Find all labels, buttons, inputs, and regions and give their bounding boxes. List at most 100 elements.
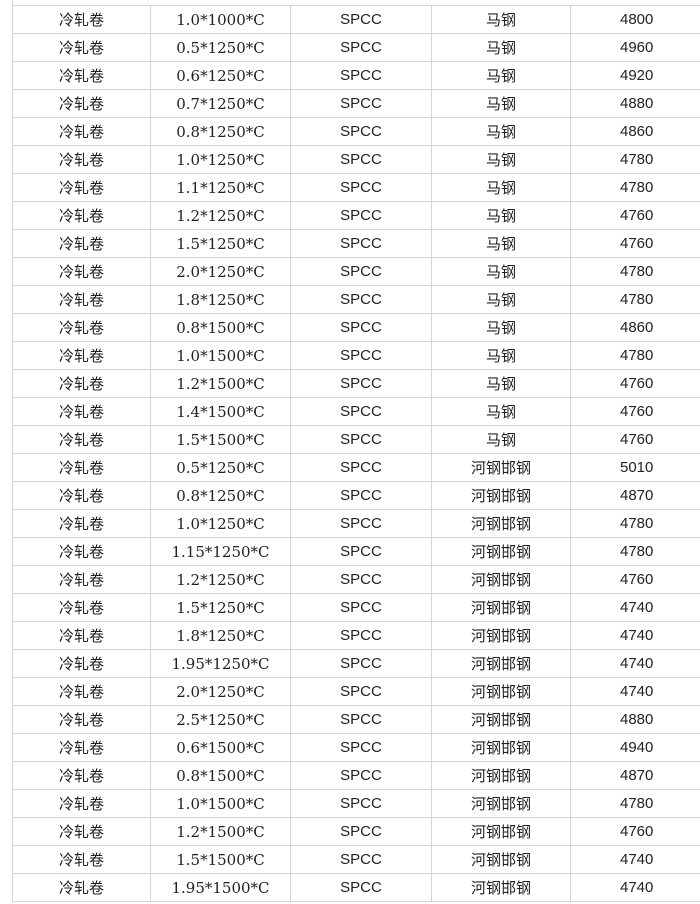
grade-cell: SPCC bbox=[290, 117, 432, 146]
spec-cell: 0.8*1500*C bbox=[150, 313, 291, 342]
price-cell: 4740 bbox=[570, 845, 700, 874]
grade-cell: SPCC bbox=[290, 257, 432, 286]
mill-cell: 马钢 bbox=[431, 5, 571, 34]
grade-cell: SPCC bbox=[290, 761, 432, 790]
spec-cell: 1.4*1500*C bbox=[150, 397, 291, 426]
price-cell: 4800 bbox=[570, 5, 700, 34]
table-row: 冷轧卷 0.8*1500*C SPCC 马钢 4860 bbox=[12, 313, 700, 342]
spec-cell: 1.5*1250*C bbox=[150, 229, 291, 258]
grade-cell: SPCC bbox=[290, 5, 432, 34]
product-cell: 冷轧卷 bbox=[12, 817, 151, 846]
mill-cell: 河钢邯钢 bbox=[431, 565, 571, 594]
grade-cell: SPCC bbox=[290, 789, 432, 818]
spec-cell: 0.6*1500*C bbox=[150, 733, 291, 762]
mill-cell: 马钢 bbox=[431, 201, 571, 230]
price-cell: 4780 bbox=[570, 509, 700, 538]
spec-cell: 1.0*1000*C bbox=[150, 5, 291, 34]
mill-cell: 马钢 bbox=[431, 145, 571, 174]
table-row: 冷轧卷 0.5*1250*C SPCC 河钢邯钢 5010 bbox=[12, 453, 700, 482]
mill-cell: 河钢邯钢 bbox=[431, 453, 571, 482]
spec-cell: 0.6*1250*C bbox=[150, 61, 291, 90]
table-row: 冷轧卷 1.2*1250*C SPCC 马钢 4760 bbox=[12, 201, 700, 230]
mill-cell: 马钢 bbox=[431, 397, 571, 426]
table-row: 冷轧卷 1.8*1250*C SPCC 河钢邯钢 4740 bbox=[12, 621, 700, 650]
price-cell: 4780 bbox=[570, 537, 700, 566]
product-cell: 冷轧卷 bbox=[12, 789, 151, 818]
grade-cell: SPCC bbox=[290, 817, 432, 846]
grade-cell: SPCC bbox=[290, 453, 432, 482]
spec-cell: 1.2*1500*C bbox=[150, 817, 291, 846]
grade-cell: SPCC bbox=[290, 145, 432, 174]
price-cell: 4760 bbox=[570, 369, 700, 398]
table-row: 冷轧卷 1.95*1500*C SPCC 河钢邯钢 4740 bbox=[12, 873, 700, 902]
table-row: 冷轧卷 1.5*1250*C SPCC 河钢邯钢 4740 bbox=[12, 593, 700, 622]
price-cell: 4870 bbox=[570, 481, 700, 510]
product-cell: 冷轧卷 bbox=[12, 621, 151, 650]
mill-cell: 河钢邯钢 bbox=[431, 593, 571, 622]
product-cell: 冷轧卷 bbox=[12, 117, 151, 146]
table-row: 冷轧卷 1.95*1250*C SPCC 河钢邯钢 4740 bbox=[12, 649, 700, 678]
product-cell: 冷轧卷 bbox=[12, 761, 151, 790]
price-cell: 4780 bbox=[570, 257, 700, 286]
product-cell: 冷轧卷 bbox=[12, 257, 151, 286]
product-cell: 冷轧卷 bbox=[12, 201, 151, 230]
mill-cell: 马钢 bbox=[431, 341, 571, 370]
table-row: 冷轧卷 1.5*1500*C SPCC 河钢邯钢 4740 bbox=[12, 845, 700, 874]
product-cell: 冷轧卷 bbox=[12, 509, 151, 538]
price-cell: 4780 bbox=[570, 145, 700, 174]
product-cell: 冷轧卷 bbox=[12, 873, 151, 902]
grade-cell: SPCC bbox=[290, 873, 432, 902]
product-cell: 冷轧卷 bbox=[12, 33, 151, 62]
table-row: 冷轧卷 1.5*1500*C SPCC 马钢 4760 bbox=[12, 425, 700, 454]
spec-cell: 1.0*1250*C bbox=[150, 145, 291, 174]
price-table-body: 冷轧卷 1.0*1000*C SPCC 马钢 4800 冷轧卷 0.5*1250*C SPCC… bbox=[12, 5, 700, 902]
grade-cell: SPCC bbox=[290, 397, 432, 426]
table-border-top bbox=[12, 0, 13, 5]
product-cell: 冷轧卷 bbox=[12, 285, 151, 314]
price-cell: 4940 bbox=[570, 733, 700, 762]
spec-cell: 1.15*1250*C bbox=[150, 537, 291, 566]
grade-cell: SPCC bbox=[290, 537, 432, 566]
table-row: 冷轧卷 0.8*1250*C SPCC 马钢 4860 bbox=[12, 117, 700, 146]
product-cell: 冷轧卷 bbox=[12, 481, 151, 510]
product-cell: 冷轧卷 bbox=[12, 649, 151, 678]
grade-cell: SPCC bbox=[290, 481, 432, 510]
table-row: 冷轧卷 2.0*1250*C SPCC 马钢 4780 bbox=[12, 257, 700, 286]
spec-cell: 1.5*1500*C bbox=[150, 845, 291, 874]
mill-cell: 马钢 bbox=[431, 61, 571, 90]
grade-cell: SPCC bbox=[290, 173, 432, 202]
mill-cell: 马钢 bbox=[431, 313, 571, 342]
grade-cell: SPCC bbox=[290, 649, 432, 678]
price-cell: 4860 bbox=[570, 117, 700, 146]
table-row: 冷轧卷 1.2*1500*C SPCC 河钢邯钢 4760 bbox=[12, 817, 700, 846]
product-cell: 冷轧卷 bbox=[12, 145, 151, 174]
spec-cell: 1.2*1250*C bbox=[150, 201, 291, 230]
mill-cell: 马钢 bbox=[431, 425, 571, 454]
mill-cell: 河钢邯钢 bbox=[431, 761, 571, 790]
price-cell: 4870 bbox=[570, 761, 700, 790]
table-row: 冷轧卷 1.8*1250*C SPCC 马钢 4780 bbox=[12, 285, 700, 314]
spec-cell: 2.5*1250*C bbox=[150, 705, 291, 734]
grade-cell: SPCC bbox=[290, 425, 432, 454]
mill-cell: 马钢 bbox=[431, 89, 571, 118]
price-cell: 4760 bbox=[570, 565, 700, 594]
price-cell: 4760 bbox=[570, 425, 700, 454]
product-cell: 冷轧卷 bbox=[12, 397, 151, 426]
mill-cell: 河钢邯钢 bbox=[431, 509, 571, 538]
spec-cell: 0.8*1250*C bbox=[150, 481, 291, 510]
grade-cell: SPCC bbox=[290, 845, 432, 874]
price-cell: 4780 bbox=[570, 173, 700, 202]
mill-cell: 马钢 bbox=[431, 229, 571, 258]
grade-cell: SPCC bbox=[290, 341, 432, 370]
grade-cell: SPCC bbox=[290, 285, 432, 314]
spec-cell: 1.8*1250*C bbox=[150, 621, 291, 650]
grade-cell: SPCC bbox=[290, 33, 432, 62]
spec-cell: 1.0*1500*C bbox=[150, 341, 291, 370]
mill-cell: 马钢 bbox=[431, 173, 571, 202]
mill-cell: 河钢邯钢 bbox=[431, 677, 571, 706]
product-cell: 冷轧卷 bbox=[12, 89, 151, 118]
spec-cell: 0.8*1500*C bbox=[150, 761, 291, 790]
table-row: 冷轧卷 0.6*1250*C SPCC 马钢 4920 bbox=[12, 61, 700, 90]
product-cell: 冷轧卷 bbox=[12, 733, 151, 762]
mill-cell: 河钢邯钢 bbox=[431, 733, 571, 762]
